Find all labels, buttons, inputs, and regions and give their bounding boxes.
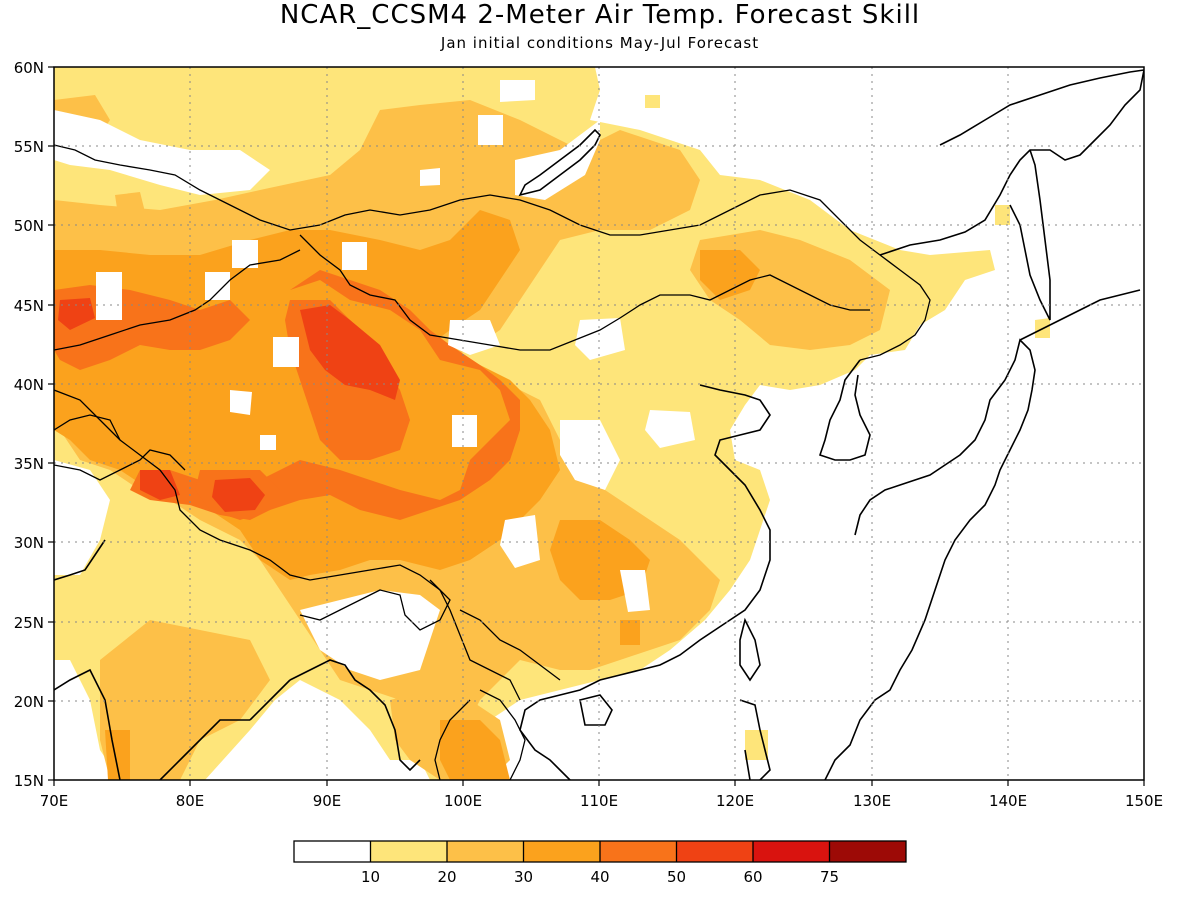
chart-subtitle: Jan initial conditions May-Jul Forecast xyxy=(440,34,760,52)
colorbar-label: 10 xyxy=(361,868,380,886)
lat-tick-labels: 15N 20N 25N 30N 35N 40N 45N 50N 55N 60N xyxy=(14,59,44,790)
colorbar-swatch xyxy=(523,841,600,862)
lat-tick-label: 55N xyxy=(14,138,44,156)
lat-tick-label: 15N xyxy=(14,772,44,790)
skill-shading xyxy=(54,67,1050,780)
coastline xyxy=(818,359,871,461)
country-border xyxy=(299,234,870,351)
colorbar-label: 50 xyxy=(667,868,686,886)
lat-tick-label: 40N xyxy=(14,376,44,394)
skill-area-50-60 xyxy=(140,470,180,500)
coastline xyxy=(249,659,421,772)
lon-tick-label: 110E xyxy=(580,792,618,810)
lat-tick-label: 60N xyxy=(14,59,44,77)
coastline xyxy=(579,694,613,726)
skill-area-below-10 xyxy=(645,410,695,448)
skill-area-30-40 xyxy=(620,620,640,645)
lon-tick-label: 90E xyxy=(313,792,342,810)
skill-area-30-40 xyxy=(700,250,760,300)
coastline xyxy=(739,617,761,682)
skill-area-below-10 xyxy=(575,318,625,360)
lat-tick-label: 30N xyxy=(14,534,44,552)
colorbar-label: 20 xyxy=(437,868,456,886)
lat-tick-label: 45N xyxy=(14,297,44,315)
coastline xyxy=(54,539,106,581)
colorbar-label: 75 xyxy=(820,868,839,886)
skill-area-below-10 xyxy=(560,420,620,490)
skill-area-below-10 xyxy=(205,272,230,300)
colorbar-swatch xyxy=(753,841,830,862)
skill-area-10-20 xyxy=(645,95,660,108)
lat-tick-label: 25N xyxy=(14,614,44,632)
colorbar-label: 60 xyxy=(743,868,762,886)
skill-area-below-10 xyxy=(515,120,600,200)
coastline xyxy=(879,69,1144,256)
colorbar-label: 30 xyxy=(514,868,533,886)
skill-area-below-10 xyxy=(54,110,270,195)
country-border xyxy=(299,579,451,631)
skill-area-below-10 xyxy=(448,320,500,355)
lon-tick-labels: 70E 80E 90E 100E 110E 120E 130E 140E 150… xyxy=(40,792,1163,810)
lat-tick-label: 50N xyxy=(14,217,44,235)
colorbar-swatch xyxy=(600,841,677,862)
skill-area-50-60 xyxy=(300,305,400,400)
skill-area-below-10 xyxy=(500,80,535,102)
colorbar-label: 40 xyxy=(590,868,609,886)
lon-tick-label: 80E xyxy=(176,792,205,810)
coastline xyxy=(739,699,771,780)
skill-area-below-10 xyxy=(620,570,650,612)
tick-marks xyxy=(48,66,1145,786)
skill-area-below-10 xyxy=(500,515,540,568)
colorbar-swatch xyxy=(370,841,447,862)
skill-area-below-10 xyxy=(478,115,503,145)
skill-area-10-20 xyxy=(54,575,80,640)
coastlines xyxy=(54,69,1144,780)
chart-title: NCAR_CCSM4 2-Meter Air Temp. Forecast Sk… xyxy=(279,0,921,30)
country-border xyxy=(54,414,186,481)
skill-area-20-30 xyxy=(100,620,270,780)
coastline xyxy=(54,668,250,780)
lon-tick-label: 150E xyxy=(1125,792,1163,810)
colorbar: 10 20 30 40 50 60 75 xyxy=(293,840,907,886)
lat-tick-label: 35N xyxy=(14,455,44,473)
skill-area-below-10 xyxy=(452,415,477,447)
skill-area-below-10 xyxy=(420,168,440,186)
coastline xyxy=(1019,289,1141,341)
country-border xyxy=(54,389,561,701)
skill-area-below-10 xyxy=(230,390,252,415)
skill-area-below-10 xyxy=(54,460,110,575)
lon-tick-label: 100E xyxy=(444,792,482,810)
colorbar-swatch xyxy=(829,841,906,862)
colorbar-swatch xyxy=(676,841,753,862)
skill-area-below-10 xyxy=(260,435,276,450)
country-border xyxy=(54,144,931,361)
skill-area-50-60 xyxy=(58,298,95,330)
skill-area-below-10 xyxy=(96,272,122,320)
skill-area-10-20 xyxy=(995,205,1010,225)
coastline xyxy=(1009,149,1051,321)
lon-tick-label: 140E xyxy=(989,792,1027,810)
skill-area-below-10 xyxy=(232,240,258,268)
lon-tick-label: 120E xyxy=(716,792,754,810)
coastline xyxy=(939,69,1144,146)
lon-tick-label: 70E xyxy=(40,792,69,810)
coastline xyxy=(519,384,771,780)
skill-area-30-40 xyxy=(440,720,510,780)
colorbar-swatch xyxy=(294,841,371,862)
skill-area-below-10 xyxy=(273,337,299,367)
country-border xyxy=(54,249,301,351)
skill-area-below-10 xyxy=(342,242,367,270)
skill-area-40-50 xyxy=(130,270,520,520)
lake-baikal xyxy=(518,128,601,197)
colorbar-swatch xyxy=(447,841,524,862)
lon-tick-label: 130E xyxy=(853,792,891,810)
lat-tick-label: 20N xyxy=(14,693,44,711)
skill-area-50-60 xyxy=(212,478,265,512)
skill-area-20-30 xyxy=(115,192,145,215)
country-border xyxy=(434,689,526,780)
coastline xyxy=(824,338,1036,780)
skill-area-30-40 xyxy=(105,730,130,780)
